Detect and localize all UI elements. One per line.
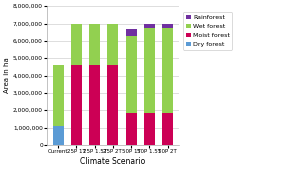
Bar: [162, 113, 173, 145]
Legend: Rainforest, Wet forest, Moist forest, Dry forest: Rainforest, Wet forest, Moist forest, Dr…: [183, 12, 233, 50]
Bar: [108, 65, 118, 145]
Bar: [162, 24, 173, 28]
Bar: [53, 126, 64, 145]
Y-axis label: Area in ha: Area in ha: [4, 58, 10, 93]
Bar: [126, 113, 137, 145]
Bar: [108, 24, 118, 65]
Bar: [71, 24, 82, 65]
X-axis label: Climate Scenario: Climate Scenario: [80, 157, 146, 166]
Bar: [162, 28, 173, 113]
Bar: [89, 24, 100, 65]
Bar: [144, 28, 155, 113]
Bar: [144, 113, 155, 145]
Bar: [126, 36, 137, 113]
Bar: [89, 65, 100, 145]
Bar: [71, 65, 82, 145]
Bar: [144, 24, 155, 28]
Bar: [53, 65, 64, 126]
Bar: [126, 29, 137, 36]
